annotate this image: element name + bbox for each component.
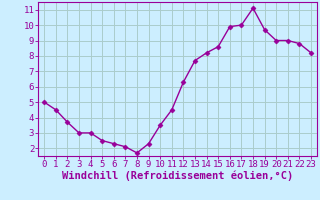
X-axis label: Windchill (Refroidissement éolien,°C): Windchill (Refroidissement éolien,°C): [62, 171, 293, 181]
